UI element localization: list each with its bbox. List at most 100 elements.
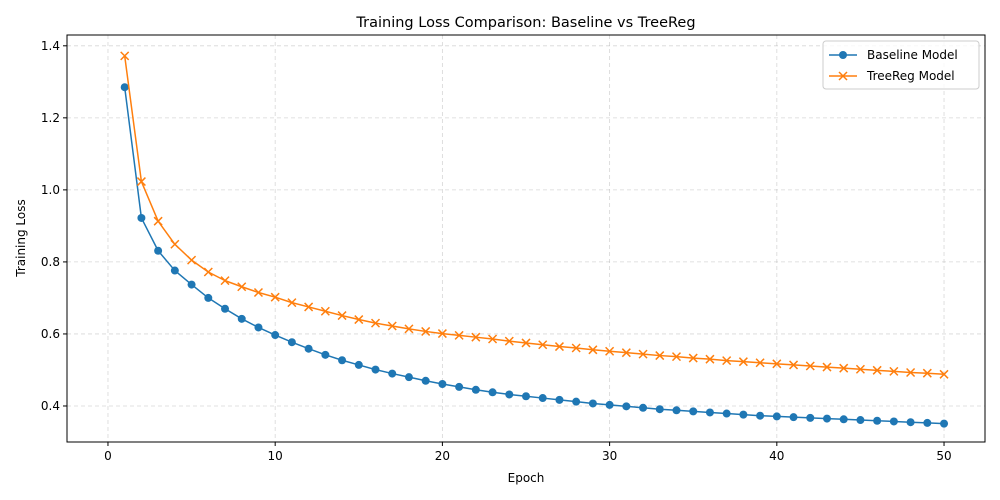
data-point-baseline bbox=[555, 395, 564, 404]
data-point-treereg bbox=[337, 311, 347, 321]
plot-frame bbox=[66, 34, 986, 443]
data-point-baseline bbox=[588, 399, 597, 408]
data-point-treereg bbox=[571, 343, 581, 353]
data-point-treereg bbox=[387, 321, 397, 331]
data-point-treereg bbox=[170, 239, 180, 249]
data-point-baseline bbox=[421, 376, 430, 385]
data-point-baseline bbox=[204, 293, 213, 302]
y-tick-label: 0.8 bbox=[41, 255, 60, 269]
y-tick-label: 0.4 bbox=[41, 399, 60, 413]
data-point-baseline bbox=[170, 266, 179, 275]
data-point-treereg bbox=[906, 367, 916, 378]
axis-ticks: 0 10 20 30 40 50 0.4 0.6 0.8 1.0 1.2 1.4 bbox=[41, 39, 952, 463]
data-point-baseline bbox=[822, 414, 831, 423]
data-point-baseline bbox=[940, 419, 949, 428]
data-point-treereg bbox=[655, 351, 665, 361]
data-point-baseline bbox=[254, 323, 263, 332]
data-point-treereg bbox=[621, 348, 631, 358]
x-tick-label: 50 bbox=[936, 449, 951, 463]
data-point-treereg bbox=[488, 334, 498, 344]
data-point-baseline bbox=[187, 280, 196, 289]
data-point-treereg bbox=[822, 362, 832, 372]
data-point-baseline bbox=[839, 415, 848, 424]
data-point-baseline bbox=[438, 380, 447, 389]
y-tick-label: 1.4 bbox=[41, 39, 60, 53]
data-point-baseline bbox=[772, 412, 781, 421]
series-layer bbox=[120, 51, 949, 428]
series-line-treereg bbox=[123, 55, 945, 376]
data-point-treereg bbox=[270, 292, 280, 302]
chart-title: Training Loss Comparison: Baseline vs Tr… bbox=[355, 15, 695, 31]
data-point-baseline bbox=[789, 413, 798, 422]
data-point-treereg bbox=[237, 282, 247, 292]
data-point-baseline bbox=[705, 408, 714, 417]
data-point-treereg bbox=[370, 318, 381, 328]
data-point-treereg bbox=[688, 353, 698, 363]
data-point-baseline bbox=[873, 416, 882, 425]
data-point-baseline bbox=[856, 416, 865, 425]
data-point-baseline bbox=[923, 418, 932, 427]
legend-marker-baseline bbox=[839, 51, 847, 59]
data-point-treereg bbox=[504, 336, 514, 346]
data-point-baseline bbox=[722, 409, 731, 418]
data-point-treereg bbox=[889, 366, 899, 376]
data-point-treereg bbox=[605, 346, 615, 356]
data-point-baseline bbox=[622, 402, 631, 411]
data-point-treereg bbox=[772, 359, 782, 369]
data-point-treereg bbox=[738, 357, 748, 367]
data-point-treereg bbox=[588, 345, 598, 355]
data-point-treereg bbox=[839, 363, 849, 373]
data-point-treereg bbox=[320, 306, 330, 316]
data-point-treereg bbox=[872, 365, 882, 375]
data-point-treereg bbox=[304, 302, 314, 312]
legend: Baseline Model TreeReg Model bbox=[822, 40, 980, 90]
data-point-baseline bbox=[906, 418, 915, 427]
legend-marker-treereg bbox=[838, 71, 848, 81]
legend-box bbox=[822, 40, 980, 90]
y-tick-label: 1.2 bbox=[41, 111, 60, 125]
data-point-baseline bbox=[237, 314, 246, 323]
data-point-baseline bbox=[388, 369, 397, 378]
data-point-treereg bbox=[421, 326, 431, 336]
data-point-treereg bbox=[454, 330, 464, 340]
data-point-treereg bbox=[136, 177, 146, 187]
y-tick-label: 0.6 bbox=[41, 327, 60, 341]
data-point-treereg bbox=[922, 368, 932, 378]
data-point-treereg bbox=[671, 352, 682, 362]
data-point-baseline bbox=[154, 246, 163, 255]
data-point-treereg bbox=[638, 349, 648, 359]
data-point-treereg bbox=[404, 324, 414, 334]
data-point-baseline bbox=[572, 397, 581, 406]
data-point-baseline bbox=[889, 417, 898, 426]
data-point-baseline bbox=[689, 407, 698, 416]
data-point-baseline bbox=[756, 411, 765, 420]
data-point-treereg bbox=[437, 329, 447, 339]
data-point-baseline bbox=[639, 403, 648, 412]
data-point-treereg bbox=[153, 216, 163, 226]
x-axis-label: Epoch bbox=[508, 471, 545, 485]
data-point-baseline bbox=[371, 365, 380, 374]
data-point-baseline bbox=[471, 385, 480, 394]
data-point-treereg bbox=[705, 354, 715, 364]
data-point-baseline bbox=[522, 392, 530, 401]
data-point-treereg bbox=[722, 356, 732, 366]
data-point-baseline bbox=[739, 410, 748, 419]
data-point-baseline bbox=[488, 388, 497, 397]
data-point-treereg bbox=[354, 315, 364, 325]
y-axis-label: Training Loss bbox=[14, 199, 28, 277]
legend-label-treereg: TreeReg Model bbox=[866, 69, 955, 83]
data-point-treereg bbox=[287, 298, 297, 308]
x-tick-label: 0 bbox=[104, 449, 112, 463]
data-point-baseline bbox=[455, 382, 464, 391]
series-treereg bbox=[120, 51, 949, 379]
x-tick-label: 20 bbox=[435, 449, 450, 463]
data-point-baseline bbox=[304, 344, 313, 353]
data-point-baseline bbox=[137, 213, 146, 222]
data-point-baseline bbox=[655, 405, 664, 414]
x-tick-label: 30 bbox=[602, 449, 617, 463]
data-point-treereg bbox=[120, 51, 130, 61]
data-point-baseline bbox=[338, 356, 347, 365]
data-point-baseline bbox=[321, 350, 330, 359]
data-point-treereg bbox=[554, 342, 564, 352]
